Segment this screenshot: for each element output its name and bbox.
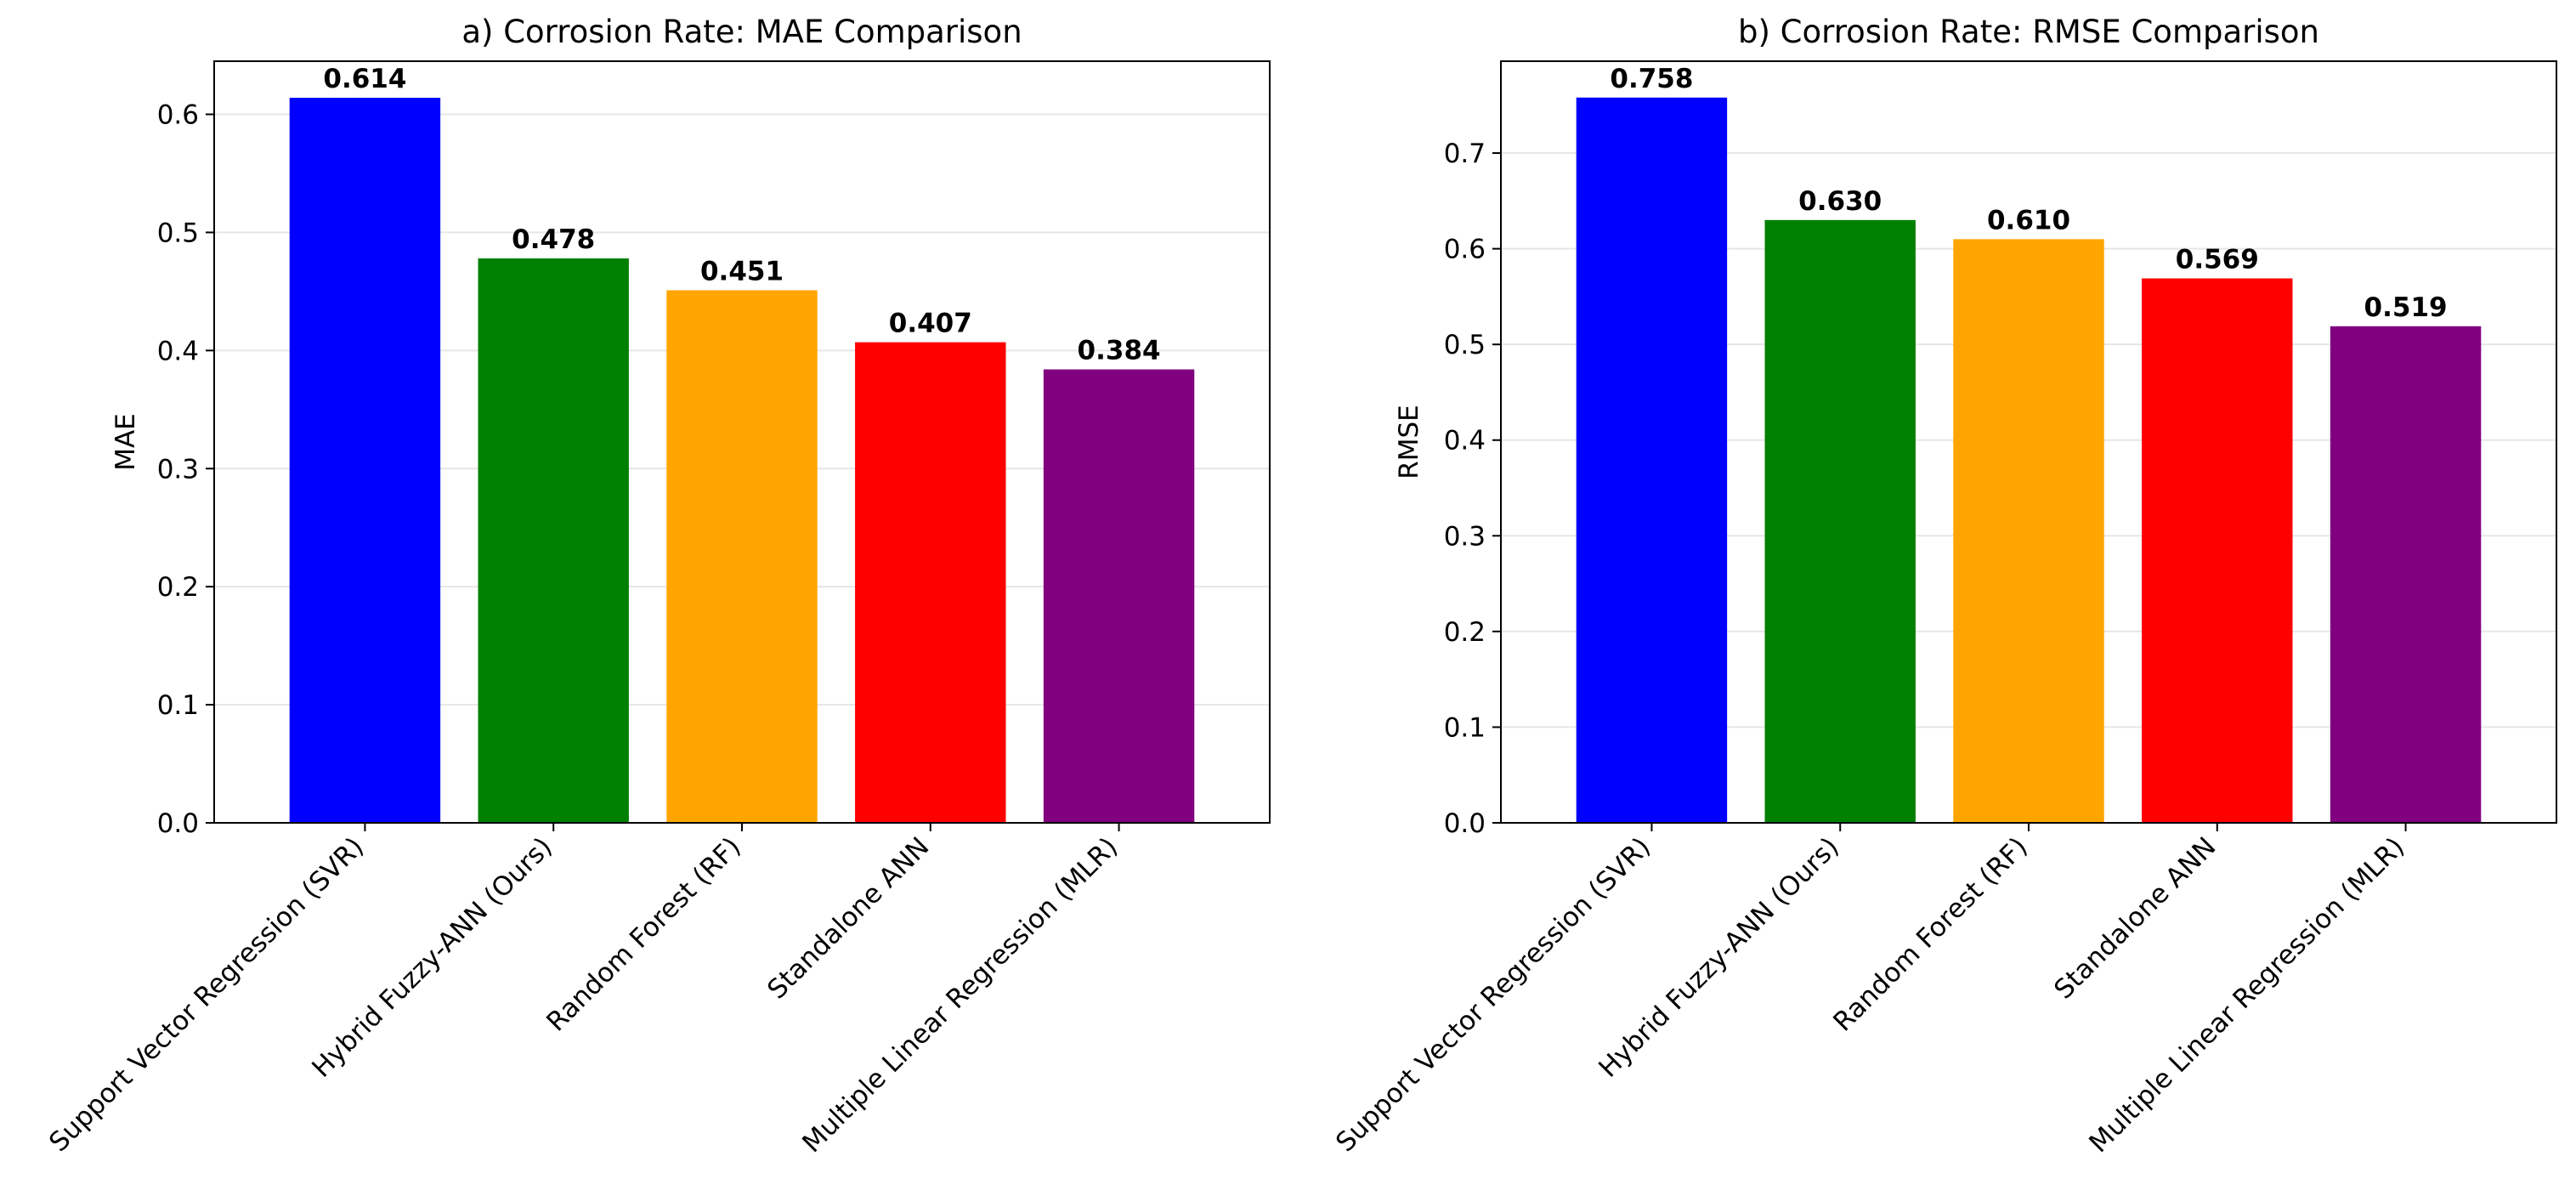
bar xyxy=(1576,97,1728,824)
chart-title: a) Corrosion Rate: MAE Comparison xyxy=(461,14,1022,50)
data-label: 0.758 xyxy=(1610,64,1693,94)
category-label: Support Vector Regression (SVR) xyxy=(1330,831,1656,1158)
y-tick-label: 0.0 xyxy=(157,808,199,839)
bar xyxy=(478,258,629,823)
bar xyxy=(1043,369,1195,823)
data-label: 0.451 xyxy=(700,256,784,286)
chart-title: b) Corrosion Rate: RMSE Comparison xyxy=(1738,14,2319,50)
bar xyxy=(666,290,818,823)
category-label: Standalone ANN xyxy=(2048,831,2222,1005)
y-tick-label: 0.3 xyxy=(157,454,199,485)
data-label: 0.519 xyxy=(2364,292,2448,323)
bar xyxy=(1764,219,1916,824)
bar xyxy=(2142,278,2293,823)
bar xyxy=(855,342,1006,823)
y-axis-label: RMSE xyxy=(1394,405,1424,479)
axes-frame xyxy=(1500,60,2557,824)
chart-mae-comparison: 0.614 Support Vector Regression (SVR) 0.47… xyxy=(43,14,1271,1159)
y-tick-label: 0.1 xyxy=(1444,712,1486,743)
bar xyxy=(289,98,441,823)
category-label: Random Forest (RF) xyxy=(1827,831,2033,1037)
y-axis-label: MAE xyxy=(110,413,141,471)
chart-rmse-comparison: 0.758 Support Vector Regression (SVR) 0.63… xyxy=(1330,14,2557,1159)
y-tick-label: 0.6 xyxy=(1444,235,1486,265)
y-tick-label: 0.5 xyxy=(157,218,199,248)
data-label: 0.614 xyxy=(323,64,406,94)
data-label: 0.407 xyxy=(889,309,972,339)
y-tick-label: 0.4 xyxy=(157,336,199,366)
bar xyxy=(2330,326,2482,824)
data-label: 0.610 xyxy=(1987,205,2070,235)
category-label: Standalone ANN xyxy=(761,831,935,1005)
category-label: Multiple Linear Regression (MLR) xyxy=(2083,831,2410,1159)
y-tick-label: 0.5 xyxy=(1444,330,1486,360)
y-tick-label: 0.7 xyxy=(1444,139,1486,169)
data-label: 0.630 xyxy=(1798,186,1882,217)
data-label: 0.569 xyxy=(2176,245,2259,275)
category-label: Support Vector Regression (SVR) xyxy=(43,831,370,1158)
y-tick-label: 0.2 xyxy=(157,572,199,603)
axes-frame xyxy=(213,60,1271,824)
y-tick-label: 0.0 xyxy=(1444,808,1486,839)
bar xyxy=(1953,239,2104,823)
y-tick-label: 0.4 xyxy=(1444,426,1486,456)
y-tick-label: 0.6 xyxy=(157,100,199,131)
y-tick-label: 0.1 xyxy=(157,690,199,721)
y-tick-label: 0.3 xyxy=(1444,521,1486,552)
category-label: Multiple Linear Regression (MLR) xyxy=(796,831,1124,1159)
data-label: 0.384 xyxy=(1078,336,1161,366)
category-label: Random Forest (RF) xyxy=(541,831,746,1037)
data-label: 0.478 xyxy=(512,224,595,255)
y-tick-label: 0.2 xyxy=(1444,617,1486,648)
